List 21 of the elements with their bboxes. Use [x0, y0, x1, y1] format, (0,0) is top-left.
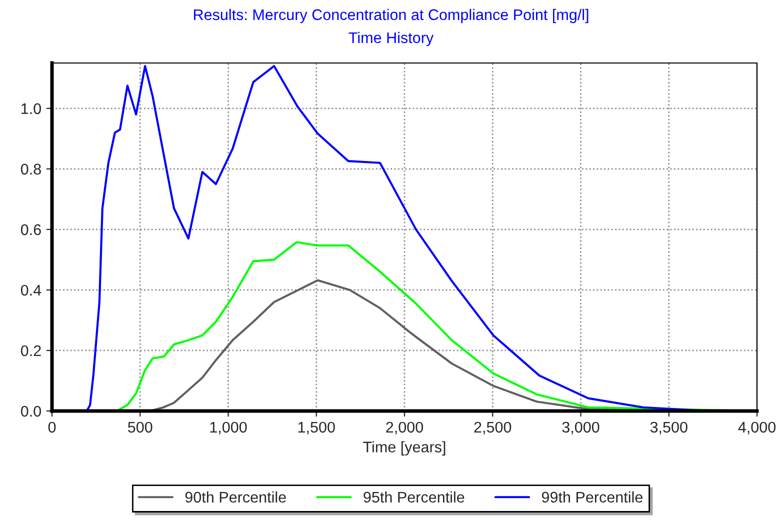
x-tick-label: 1,000 — [210, 422, 247, 434]
chart-subtitle: Time History — [348, 32, 434, 46]
x-tick-label: 1,500 — [298, 422, 335, 434]
x-tick-label: 500 — [128, 422, 152, 433]
legend-label: 99th Percentile — [542, 491, 642, 503]
chart-title: Results: Mercury Concentration at Compliance Point [mg/l] — [194, 8, 588, 24]
y-tick-label: 1.0 — [22, 103, 41, 114]
x-tick-label: 4,000 — [738, 422, 776, 434]
x-tick-label: 2,500 — [474, 422, 512, 434]
x-tick-label: 3,500 — [650, 422, 688, 434]
legend-label: 90th Percentile — [185, 491, 286, 503]
y-tick-label: 0.8 — [20, 164, 41, 175]
y-tick-label: 0.0 — [20, 406, 41, 417]
y-tick-label: 0.2 — [20, 345, 41, 356]
x-tick-label: 2,000 — [386, 422, 424, 434]
legend-label: 95th Percentile — [364, 491, 464, 503]
x-tick-label: 3,000 — [562, 422, 600, 434]
y-tick-label: 0.4 — [20, 284, 42, 296]
x-tick-label: 0 — [48, 422, 56, 433]
x-axis-title: Time [years] — [363, 441, 446, 456]
y-tick-label: 0.6 — [20, 224, 41, 236]
